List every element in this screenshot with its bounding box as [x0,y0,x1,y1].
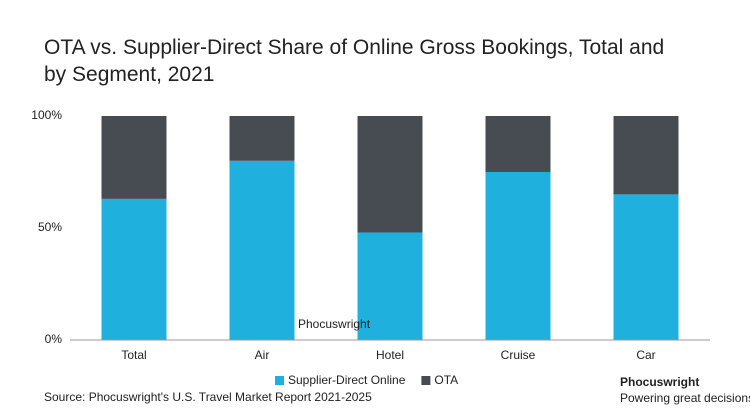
chart-title: OTA vs. Supplier-Direct Share of Online … [44,36,665,86]
brand-name: Phocuswright [620,375,699,389]
source-note: Source: Phocuswright's U.S. Travel Marke… [44,390,372,404]
bar-segment [357,232,423,340]
legend-label: Supplier-Direct Online [288,373,406,387]
bar-segment [613,116,679,195]
x-tick-label: Air [255,348,270,362]
bar-segment [229,116,295,161]
watermark: Phocuswright [298,317,371,331]
x-tick-label: Car [636,348,655,362]
legend-swatch [421,376,431,385]
brand-tagline: Powering great decisions. [620,391,750,405]
y-tick-label: 50% [38,220,62,234]
bar-segment [357,116,423,233]
x-tick-label: Total [121,348,146,362]
x-tick-label: Cruise [501,348,536,362]
y-tick-label: 100% [31,108,62,122]
bar-segment [613,194,679,340]
bar-segment [485,116,551,172]
bar-segment [485,172,551,340]
bar-segment [101,198,167,340]
legend-swatch [275,376,284,385]
bar-segment [101,116,167,199]
legend-label: OTA [434,373,458,387]
x-tick-label: Hotel [376,348,404,362]
bar-segment [229,160,295,340]
y-tick-label: 0% [45,332,63,346]
